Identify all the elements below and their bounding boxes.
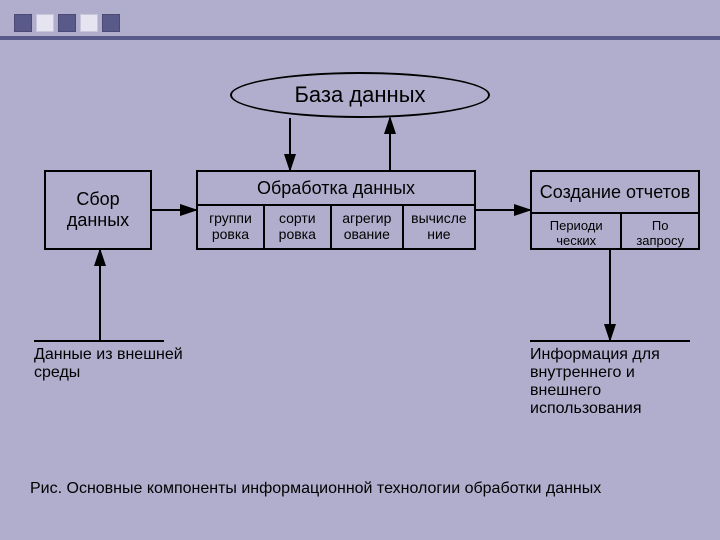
reports-cell-1: По запросу xyxy=(622,214,698,250)
deco-bar xyxy=(0,36,720,40)
deco-squares xyxy=(14,14,120,32)
database-label: База данных xyxy=(294,82,425,108)
reports-header: Создание отчетов xyxy=(532,172,698,214)
collection-label: Сбор данных xyxy=(46,189,150,231)
info-use-line xyxy=(530,340,690,342)
node-collection: Сбор данных xyxy=(44,170,152,250)
figure-caption: Рис. Основные компоненты информационной … xyxy=(30,480,601,498)
reports-cell-0: Периоди ческих xyxy=(532,214,622,250)
node-info-use: Информация для внутреннего и внешнего ис… xyxy=(530,346,710,418)
node-processing: Обработка данных группи ровка сорти ровк… xyxy=(196,170,476,250)
node-database: База данных xyxy=(230,72,490,118)
processing-cell-0: группи ровка xyxy=(198,206,265,250)
processing-cell-2: агрегир ование xyxy=(332,206,404,250)
node-external-data: Данные из внешней среды xyxy=(34,346,184,382)
processing-cell-3: вычисле ние xyxy=(404,206,474,250)
processing-header: Обработка данных xyxy=(198,172,474,206)
external-data-line xyxy=(34,340,164,342)
node-reports: Создание отчетов Периоди ческих По запро… xyxy=(530,170,700,250)
processing-cell-1: сорти ровка xyxy=(265,206,332,250)
